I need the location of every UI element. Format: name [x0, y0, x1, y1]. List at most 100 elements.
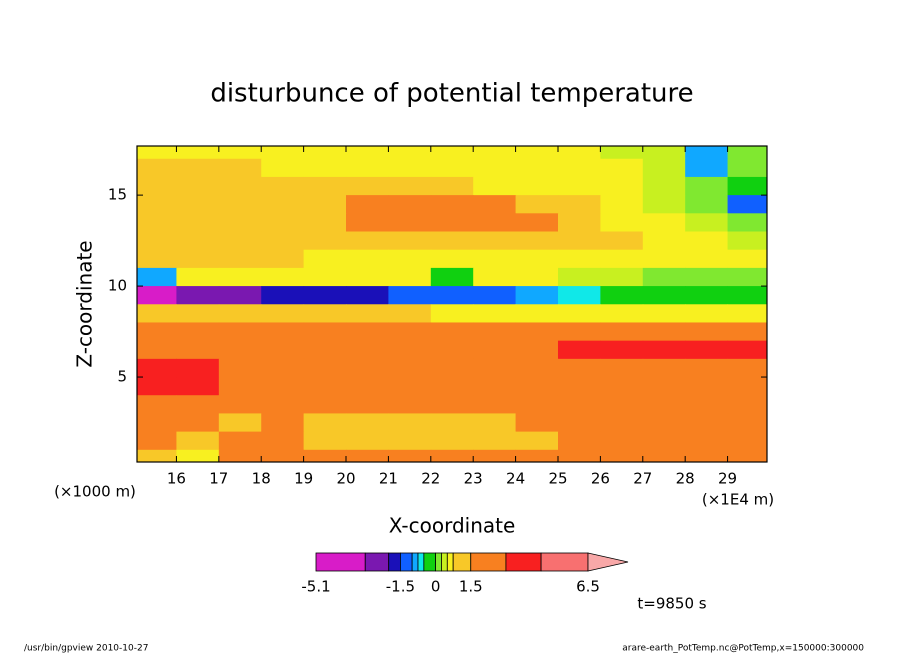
colorbar-box [505, 552, 542, 572]
field-cell [727, 176, 767, 196]
field-cell [600, 340, 644, 360]
field-cell [430, 286, 474, 305]
field-cell [388, 449, 432, 462]
field-cell [218, 449, 262, 462]
field-cell [685, 231, 729, 251]
field-cell [261, 377, 305, 396]
x-tick-label: 19 [294, 470, 313, 488]
colorbar-tick-label: 1.5 [459, 578, 483, 596]
field-cell [346, 340, 389, 360]
field-cell [137, 358, 177, 378]
x-tick-label: 21 [379, 470, 398, 488]
field-cell [557, 304, 601, 323]
field-cell [176, 158, 220, 178]
field-cell [218, 158, 262, 178]
field-cell [261, 176, 305, 196]
field-cell [261, 340, 305, 360]
field-cell [346, 358, 389, 378]
field-cell [137, 146, 177, 160]
field-cell [303, 322, 347, 342]
field-cell [218, 340, 262, 360]
field-cell [303, 413, 347, 433]
x-tick-label: 23 [464, 470, 483, 488]
field-cell [261, 286, 305, 305]
field-cell [600, 322, 644, 342]
field-cell [303, 358, 347, 378]
field-cell [137, 286, 177, 305]
field-cell [218, 286, 262, 305]
field-cell [557, 358, 601, 378]
field-cell [473, 322, 517, 342]
field-cell [600, 449, 644, 462]
colorbar-tick-label: -1.5 [386, 578, 415, 596]
field-cell [557, 377, 601, 396]
field-cell [218, 431, 262, 451]
field-cell [430, 267, 474, 287]
field-cell [515, 231, 559, 251]
field-cell [176, 322, 220, 342]
field-cell [261, 195, 305, 214]
field-cell [388, 176, 432, 196]
x-tick-label: 17 [209, 470, 228, 488]
field-cell [430, 322, 474, 342]
field-cell [137, 176, 177, 196]
field-cell [218, 231, 262, 251]
field-cell [176, 146, 220, 160]
field-cell [473, 358, 517, 378]
y-tick-label: 15 [108, 186, 127, 204]
field-cell [600, 304, 644, 323]
field-cell [137, 413, 177, 433]
field-cell [473, 213, 517, 233]
field-cell [346, 213, 389, 233]
field-cell [261, 249, 305, 269]
field-cell [685, 377, 729, 396]
field-cell [176, 340, 220, 360]
field-cell [346, 377, 389, 396]
field-cell [137, 395, 177, 414]
field-cell [137, 304, 177, 323]
field-cell [137, 449, 177, 462]
field-cell [685, 395, 729, 414]
field-cell [430, 146, 474, 160]
colorbar-tick-label: 0 [431, 578, 441, 596]
field-cell [515, 176, 559, 196]
field-cell [685, 431, 729, 451]
colorbar-over [587, 552, 629, 572]
field-cell [388, 267, 432, 287]
field-cell [557, 449, 601, 462]
field-cell [388, 195, 432, 214]
field-cell [473, 146, 517, 160]
colorbar-box [423, 552, 436, 572]
field-cell [685, 322, 729, 342]
field-cell [261, 304, 305, 323]
field-cell [600, 413, 644, 433]
field-cell [727, 449, 767, 462]
y-tick-label: 5 [117, 368, 127, 386]
field-cell [642, 358, 686, 378]
footer-right: arare-earth_PotTemp.nc@PotTemp,x=150000:… [622, 644, 864, 654]
field-cell [261, 267, 305, 287]
field-cell [218, 304, 262, 323]
field-cell [557, 413, 601, 433]
field-cell [642, 249, 686, 269]
field-cell [303, 340, 347, 360]
field-cell [346, 176, 389, 196]
field-cell [303, 195, 347, 214]
field-cell [137, 340, 177, 360]
field-cell [600, 213, 644, 233]
field-cell [261, 231, 305, 251]
field-cell [176, 377, 220, 396]
x-axis-label: X-coordinate [389, 514, 516, 538]
field-cell [557, 286, 601, 305]
field-cell [473, 449, 517, 462]
field-cell [176, 286, 220, 305]
field-cell [515, 213, 559, 233]
field-cell [473, 249, 517, 269]
field-cell [473, 195, 517, 214]
field-cell [176, 449, 220, 462]
field-cell [515, 304, 559, 323]
field-cell [642, 304, 686, 323]
field-cell [600, 231, 644, 251]
colorbar-box [435, 552, 442, 572]
field-cell [642, 231, 686, 251]
